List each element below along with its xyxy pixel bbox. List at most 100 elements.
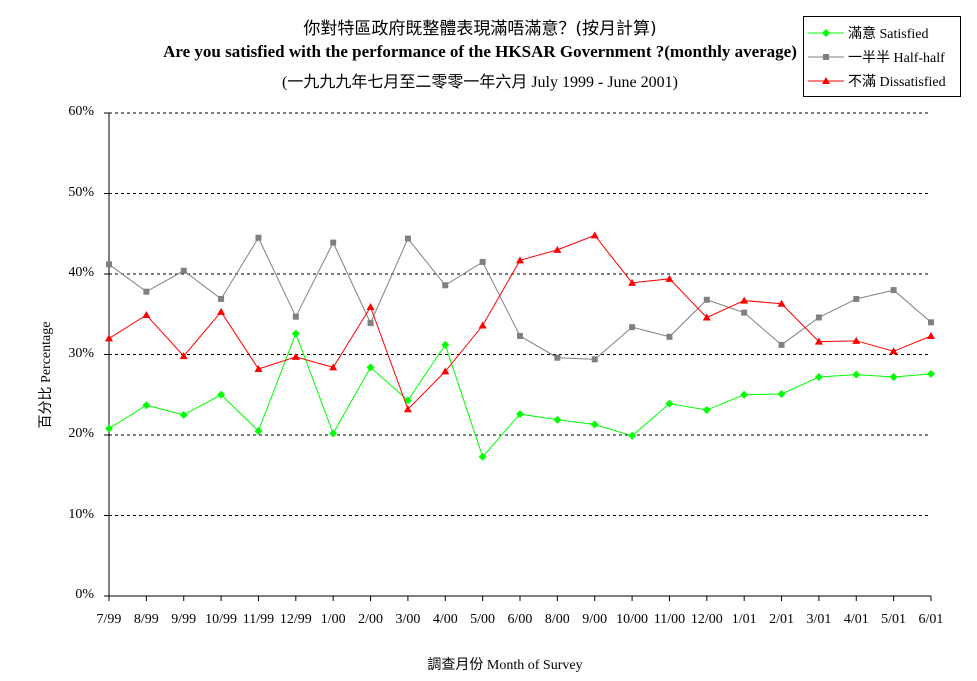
data-point: [814, 373, 823, 382]
y-tick-label: 20%: [68, 426, 94, 441]
legend: 滿意 Satisfied 一半半 Half-half 不滿 Dissatisfi…: [803, 16, 961, 97]
data-point: [628, 278, 637, 286]
data-point: [628, 431, 637, 440]
x-tick-label: 1/00: [320, 612, 346, 627]
data-point: [254, 364, 263, 372]
x-axis-label: 調查月份 Month of Survey: [427, 658, 583, 673]
x-tick-label: 2/00: [358, 612, 383, 627]
x-tick-label: 5/00: [470, 612, 496, 627]
data-point: [814, 337, 823, 345]
legend-label-half-half: 一半半 Half-half: [848, 51, 945, 66]
data-point: [928, 319, 934, 326]
data-point: [442, 282, 449, 289]
x-tick-label: 7/99: [96, 612, 122, 627]
legend-swatch-dissatisfied: [808, 77, 844, 84]
x-tick-label: 3/01: [806, 612, 832, 627]
data-point: [702, 406, 711, 415]
data-point: [366, 363, 375, 372]
data-point: [217, 307, 226, 315]
data-point: [590, 420, 599, 429]
data-point: [666, 333, 673, 340]
x-tick-label: 12/99: [279, 612, 312, 627]
x-tick-label: 2/01: [769, 612, 794, 627]
data-point: [927, 369, 935, 378]
data-point: [255, 234, 262, 241]
data-point: [665, 399, 674, 408]
data-point: [702, 313, 711, 321]
data-point: [777, 299, 786, 307]
data-point: [292, 313, 299, 320]
legend-swatch-satisfied: [808, 29, 844, 37]
x-tick-label: 8/99: [133, 612, 159, 627]
data-point: [553, 415, 562, 424]
data-point: [591, 356, 598, 363]
data-point: [741, 309, 748, 316]
data-point: [105, 424, 113, 433]
data-point: [441, 367, 450, 375]
y-tick-label: 10%: [68, 506, 94, 522]
x-tick-label: 3/00: [395, 612, 421, 627]
data-point: [516, 410, 524, 419]
data-point: [329, 363, 338, 371]
x-tick-label: 11/99: [242, 612, 275, 627]
data-point: [815, 314, 822, 321]
data-point: [329, 429, 338, 438]
data-point: [777, 389, 786, 398]
data-point: [516, 256, 524, 264]
data-point: [404, 235, 411, 242]
data-point: [479, 258, 486, 265]
legend-swatch-half-half: [808, 54, 844, 60]
data-point: [180, 267, 187, 274]
data-point: [890, 287, 897, 294]
data-point: [852, 370, 861, 379]
data-point: [105, 334, 113, 342]
data-point: [853, 295, 860, 302]
data-point: [218, 295, 225, 302]
y-tick-label: 60%: [68, 104, 94, 119]
data-point: [142, 401, 151, 410]
data-point: [553, 245, 562, 253]
series-2: [105, 231, 935, 413]
data-point: [366, 303, 375, 311]
series-0: [105, 329, 935, 461]
data-point: [478, 321, 487, 329]
x-tick-label: 6/00: [507, 612, 533, 627]
x-tick-label: 10/00: [616, 612, 649, 627]
data-point: [143, 288, 150, 295]
y-tick-label: 0%: [75, 587, 94, 602]
x-tick-label: 5/01: [881, 612, 907, 627]
data-point: [106, 261, 112, 268]
y-tick-label: 30%: [68, 345, 94, 361]
grid-lines: [109, 112, 931, 516]
legend-label-dissatisfied: 不滿 Dissatisfied: [848, 75, 946, 90]
data-point: [554, 354, 561, 361]
x-tick-label: 9/99: [171, 612, 197, 627]
data-point: [330, 239, 337, 246]
data-point: [590, 231, 599, 239]
data-point: [254, 426, 263, 435]
y-tick-label: 50%: [68, 184, 94, 200]
legend-item-dissatisfied: 不滿 Dissatisfied: [808, 71, 946, 91]
data-point: [889, 347, 898, 355]
x-tick-label: 4/01: [843, 612, 869, 627]
series-line: [108, 332, 932, 458]
x-tick-label: 1/01: [731, 612, 757, 627]
x-tick-label: 4/00: [432, 612, 458, 627]
data-point: [179, 352, 188, 360]
data-point: [927, 331, 935, 339]
legend-item-satisfied: 滿意 Satisfied: [808, 23, 929, 43]
data-point: [517, 332, 523, 339]
data-point: [778, 341, 785, 348]
series-layer: [105, 231, 935, 461]
data-point: [142, 311, 151, 319]
legend-item-half-half: 一半半 Half-half: [808, 47, 945, 67]
data-point: [665, 274, 674, 282]
legend-label-satisfied: 滿意 Satisfied: [848, 27, 929, 42]
data-point: [403, 405, 412, 413]
data-point: [291, 352, 300, 360]
x-tick-label: 9/00: [582, 612, 608, 627]
x-tick-label: 11/00: [653, 612, 686, 627]
data-point: [179, 410, 188, 419]
data-point: [889, 373, 898, 382]
